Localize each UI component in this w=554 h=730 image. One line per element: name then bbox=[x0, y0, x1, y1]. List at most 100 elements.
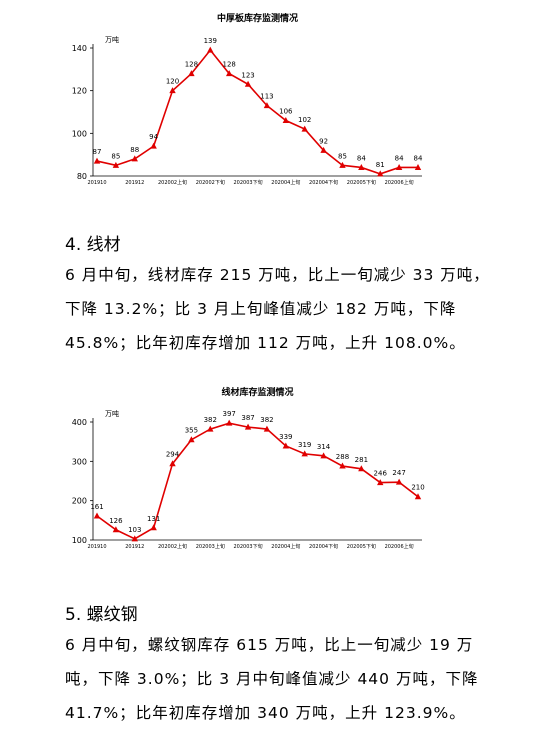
data-marker bbox=[301, 450, 308, 457]
section-heading: 5. 螺纹钢 bbox=[65, 605, 138, 625]
data-line bbox=[96, 422, 419, 540]
data-label: 210 bbox=[411, 484, 424, 492]
y-tick-label: 200 bbox=[72, 497, 87, 506]
x-tick-label: 202004下旬 bbox=[309, 543, 338, 550]
data-label: 84 bbox=[395, 154, 404, 162]
data-marker bbox=[207, 425, 214, 432]
data-label: 397 bbox=[222, 410, 235, 418]
data-marker bbox=[395, 478, 403, 485]
x-tick-label: 202004下旬 bbox=[309, 179, 338, 186]
x-tick-label: 201910 bbox=[87, 180, 106, 186]
data-label: 92 bbox=[319, 137, 328, 145]
data-marker bbox=[339, 462, 346, 469]
data-label: 102 bbox=[298, 116, 311, 124]
data-label: 87 bbox=[93, 148, 102, 156]
x-tick-label: 202005下旬 bbox=[347, 543, 376, 550]
x-tick-label: 202005下旬 bbox=[347, 179, 376, 186]
x-tick-label: 202003下旬 bbox=[234, 543, 263, 550]
data-label: 85 bbox=[111, 152, 120, 160]
data-marker bbox=[301, 125, 308, 132]
x-tick-label: 202002上旬 bbox=[158, 179, 187, 186]
data-marker bbox=[93, 157, 101, 164]
data-label: 123 bbox=[241, 71, 254, 79]
data-label: 246 bbox=[374, 470, 388, 478]
data-label: 355 bbox=[185, 427, 198, 435]
data-label: 294 bbox=[166, 451, 180, 459]
data-marker bbox=[244, 423, 252, 430]
data-label: 161 bbox=[90, 503, 103, 511]
data-marker bbox=[358, 163, 365, 170]
y-tick-label: 120 bbox=[72, 87, 87, 96]
data-marker bbox=[207, 46, 214, 53]
unit-label: 万吨 bbox=[105, 35, 119, 44]
data-marker bbox=[339, 161, 346, 168]
x-tick-label: 201912 bbox=[125, 544, 144, 550]
data-marker bbox=[358, 465, 365, 472]
x-tick-label: 202003下旬 bbox=[234, 179, 263, 186]
data-label: 247 bbox=[392, 469, 405, 477]
data-line bbox=[96, 48, 418, 175]
data-marker bbox=[150, 524, 157, 531]
section-heading: 4. 线材 bbox=[65, 235, 121, 255]
y-tick-label: 80 bbox=[77, 172, 87, 181]
data-label: 387 bbox=[241, 414, 254, 422]
y-tick-label: 100 bbox=[72, 536, 87, 545]
data-label: 319 bbox=[298, 441, 311, 449]
data-label: 94 bbox=[149, 133, 158, 141]
data-marker bbox=[112, 161, 120, 168]
data-marker bbox=[263, 425, 271, 432]
data-marker bbox=[282, 442, 290, 449]
paragraph: 6 月中旬，螺纹钢库存 615 万吨，比上一旬减少 19 万吨，下降 3.0%；… bbox=[65, 636, 479, 722]
data-marker bbox=[169, 460, 176, 467]
x-tick-label: 202004上旬 bbox=[271, 179, 300, 186]
data-label: 382 bbox=[260, 416, 273, 424]
data-marker bbox=[131, 155, 138, 162]
data-label: 126 bbox=[109, 517, 123, 525]
data-marker bbox=[93, 512, 101, 519]
x-tick-label: 202002上旬 bbox=[158, 543, 187, 550]
x-tick-label: 202004上旬 bbox=[271, 543, 300, 550]
y-tick-label: 140 bbox=[72, 44, 87, 53]
data-marker bbox=[112, 526, 120, 533]
data-label: 139 bbox=[204, 37, 217, 45]
data-label: 281 bbox=[355, 456, 368, 464]
unit-label: 万吨 bbox=[105, 409, 119, 418]
data-marker bbox=[188, 70, 195, 77]
x-tick-label: 201912 bbox=[125, 180, 144, 186]
data-marker bbox=[188, 436, 195, 443]
data-marker bbox=[414, 163, 422, 170]
data-marker bbox=[377, 170, 384, 177]
data-marker bbox=[377, 479, 384, 486]
data-label: 131 bbox=[147, 515, 160, 523]
data-marker bbox=[414, 493, 422, 500]
data-label: 128 bbox=[185, 61, 198, 69]
data-label: 88 bbox=[130, 146, 139, 154]
data-marker bbox=[131, 535, 138, 542]
chart-title: 中厚板库存监测情况 bbox=[217, 12, 298, 24]
x-tick-label: 202003上旬 bbox=[196, 543, 225, 550]
data-marker bbox=[150, 142, 157, 149]
data-label: 339 bbox=[279, 433, 292, 441]
data-marker bbox=[169, 87, 176, 94]
data-label: 288 bbox=[336, 453, 349, 461]
data-label: 113 bbox=[260, 93, 273, 101]
data-marker bbox=[225, 70, 233, 77]
x-tick-label: 202006上旬 bbox=[385, 179, 414, 186]
data-marker bbox=[225, 419, 233, 426]
paragraph: 6 月中旬，线材库存 215 万吨，比上一旬减少 33 万吨，下降 13.2%；… bbox=[65, 266, 490, 352]
x-tick-label: 202006上旬 bbox=[385, 543, 414, 550]
chart-title: 线材库存监测情况 bbox=[221, 386, 293, 398]
data-marker bbox=[395, 163, 403, 170]
data-marker bbox=[244, 80, 252, 87]
data-marker bbox=[282, 117, 290, 124]
data-label: 314 bbox=[317, 443, 331, 451]
data-label: 81 bbox=[376, 161, 385, 169]
data-marker bbox=[263, 102, 271, 109]
data-label: 84 bbox=[414, 154, 423, 162]
data-label: 120 bbox=[166, 78, 179, 86]
y-tick-label: 300 bbox=[72, 457, 87, 466]
data-label: 103 bbox=[128, 526, 141, 534]
